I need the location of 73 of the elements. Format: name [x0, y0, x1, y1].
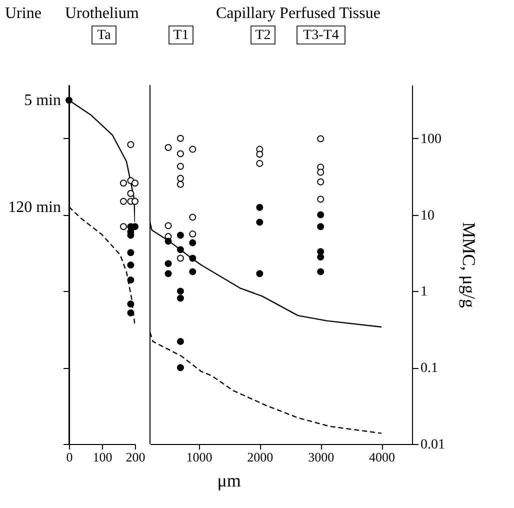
text: T3-T4: [303, 28, 339, 43]
point: [317, 223, 324, 230]
x-tick-label: 3000: [308, 450, 334, 464]
point: [176, 134, 184, 142]
point: [127, 190, 134, 197]
point: [189, 146, 196, 153]
y-tick-label: 1: [420, 284, 428, 300]
text: Capillary Perfused Tissue: [216, 5, 380, 22]
point: [176, 174, 184, 182]
y-tick-label: 10: [420, 208, 434, 224]
point: [120, 198, 127, 205]
point: [176, 246, 184, 254]
point: [189, 230, 196, 238]
x-tick-label: 4000: [369, 450, 396, 464]
point: [256, 270, 264, 278]
point: [176, 180, 184, 188]
point: [164, 238, 172, 245]
text: T2: [255, 28, 271, 43]
point: [317, 268, 324, 276]
point: [164, 260, 172, 268]
point: [317, 168, 324, 176]
point: [317, 248, 324, 256]
y-axis-title: MMC, μg/g: [459, 222, 479, 308]
point: [127, 262, 134, 269]
point: [164, 222, 172, 230]
point: [256, 218, 264, 226]
point: [176, 162, 184, 170]
x-tick-label: 200: [126, 450, 146, 464]
point: [317, 196, 324, 203]
point: [256, 204, 264, 211]
point: [120, 180, 127, 187]
x-tick-label: 100: [92, 450, 112, 464]
x-axis-title: μm: [217, 470, 241, 490]
point: [132, 223, 138, 230]
point: [317, 178, 324, 186]
point: [189, 254, 196, 262]
point: [164, 270, 172, 278]
text: Urothelium: [65, 5, 140, 22]
point: [189, 239, 196, 246]
point: [120, 223, 127, 230]
y-tick-label: 0.1: [420, 361, 438, 376]
point: [132, 180, 138, 187]
point: [176, 338, 184, 345]
point: [127, 141, 134, 148]
point: [132, 198, 138, 205]
x-tick-label: 2000: [247, 450, 274, 464]
point: [176, 254, 184, 262]
point: [176, 294, 184, 302]
point: [189, 214, 196, 221]
point: [176, 288, 184, 295]
text: Ta: [97, 28, 112, 43]
series-label: 120 min: [8, 198, 61, 216]
point: [127, 300, 134, 308]
point: [127, 309, 134, 316]
text: Urine: [5, 5, 42, 22]
point: [164, 144, 172, 151]
point: [127, 249, 134, 256]
point: [189, 268, 196, 276]
point: [176, 150, 184, 158]
x-tick-label: 1000: [186, 450, 212, 464]
series-label: 5 min: [24, 92, 61, 110]
point: [127, 276, 134, 284]
point: [176, 232, 184, 239]
point: [317, 254, 324, 261]
text: T1: [173, 28, 189, 43]
point: [256, 150, 264, 158]
x-tick-label: 0: [66, 450, 73, 464]
y-tick-label: 0.01: [420, 438, 445, 452]
point: [317, 211, 324, 218]
point: [256, 160, 264, 167]
point: [176, 364, 184, 372]
point: [317, 135, 324, 142]
y-tick-label: 100: [420, 132, 442, 147]
